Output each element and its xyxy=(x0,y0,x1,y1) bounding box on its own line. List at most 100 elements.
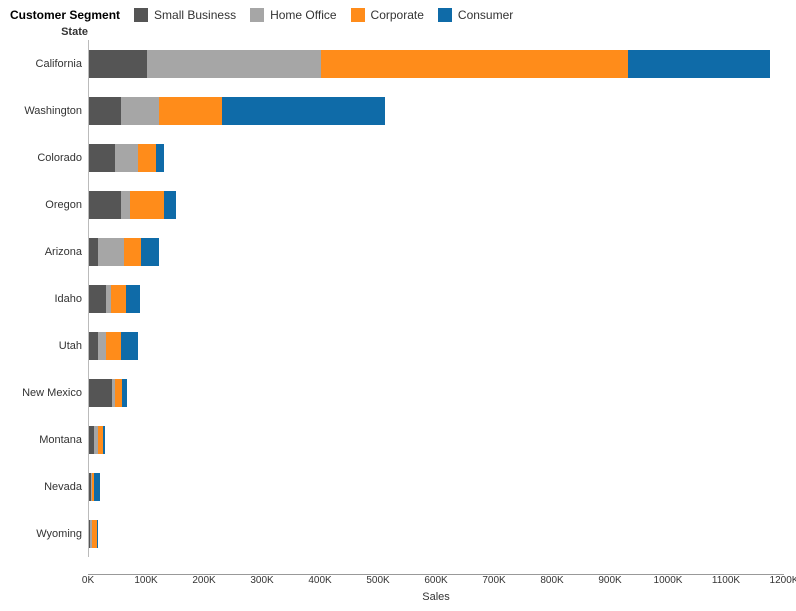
chart-row: New Mexico xyxy=(8,369,788,416)
bar-segment-corporate xyxy=(138,144,155,172)
legend-swatch xyxy=(134,8,148,22)
stacked-bar xyxy=(89,520,98,548)
bar-segment-consumer xyxy=(122,379,127,407)
legend-item-home_office: Home Office xyxy=(250,8,336,22)
bar-segment-small_business xyxy=(89,379,112,407)
legend: Customer Segment Small Business Home Offi… xyxy=(10,8,788,22)
x-tick: 100K xyxy=(134,575,157,586)
x-tick: 400K xyxy=(308,575,331,586)
bar-segment-consumer xyxy=(222,97,384,125)
row-label: Utah xyxy=(8,340,88,352)
row-label: California xyxy=(8,58,88,70)
row-label: Nevada xyxy=(8,481,88,493)
row-label: Wyoming xyxy=(8,528,88,540)
bar-segment-small_business xyxy=(89,238,98,266)
row-track xyxy=(88,134,788,181)
stacked-bar xyxy=(89,191,176,219)
bar-segment-consumer xyxy=(164,191,176,219)
x-tick: 1100K xyxy=(712,575,740,586)
legend-label: Small Business xyxy=(154,8,236,22)
bar-segment-small_business xyxy=(89,285,106,313)
legend-item-corporate: Corporate xyxy=(351,8,424,22)
bar-segment-small_business xyxy=(89,332,98,360)
bar-segment-consumer xyxy=(94,473,100,501)
bar-segment-home_office xyxy=(98,332,107,360)
stacked-bar xyxy=(89,97,385,125)
bar-segment-home_office xyxy=(115,144,138,172)
bar-segment-corporate xyxy=(115,379,122,407)
bar-segment-consumer xyxy=(126,285,141,313)
x-tick: 600K xyxy=(424,575,447,586)
x-tick: 500K xyxy=(366,575,389,586)
x-tick: 200K xyxy=(192,575,215,586)
legend-swatch xyxy=(250,8,264,22)
chart-row: California xyxy=(8,40,788,87)
row-track xyxy=(88,228,788,275)
bar-segment-consumer xyxy=(628,50,770,78)
legend-label: Consumer xyxy=(458,8,513,22)
row-label: New Mexico xyxy=(8,387,88,399)
row-track xyxy=(88,87,788,134)
row-track xyxy=(88,40,788,87)
row-track xyxy=(88,463,788,510)
row-label: Montana xyxy=(8,434,88,446)
bar-segment-small_business xyxy=(89,144,115,172)
chart-row: Nevada xyxy=(8,463,788,510)
bar-segment-consumer xyxy=(97,520,98,548)
x-axis-title: Sales xyxy=(88,591,784,603)
x-tick: 0K xyxy=(82,575,94,586)
bar-segment-home_office xyxy=(121,97,159,125)
x-tick: 800K xyxy=(540,575,563,586)
x-tick: 700K xyxy=(482,575,505,586)
bar-segment-small_business xyxy=(89,97,121,125)
x-tick: 900K xyxy=(598,575,621,586)
legend-label: Home Office xyxy=(270,8,336,22)
x-tick: 300K xyxy=(250,575,273,586)
x-axis-line xyxy=(88,557,784,575)
bar-segment-consumer xyxy=(121,332,138,360)
y-axis-title: State xyxy=(8,26,88,38)
stacked-bar xyxy=(89,379,127,407)
stacked-bar xyxy=(89,50,770,78)
row-label: Washington xyxy=(8,105,88,117)
chart-row: Utah xyxy=(8,322,788,369)
bar-segment-home_office xyxy=(98,238,124,266)
bar-segment-corporate xyxy=(159,97,223,125)
chart-plot: California Washington Colorado Oregon Arizon… xyxy=(8,40,788,557)
stacked-bar xyxy=(89,238,159,266)
x-axis-ticks: 0K100K200K300K400K500K600K700K800K900K10… xyxy=(88,575,784,591)
bar-segment-corporate xyxy=(130,191,165,219)
bar-segment-home_office xyxy=(147,50,321,78)
row-track xyxy=(88,416,788,463)
chart-row: Wyoming xyxy=(8,510,788,557)
stacked-bar xyxy=(89,144,164,172)
bar-segment-home_office xyxy=(121,191,130,219)
row-track xyxy=(88,369,788,416)
chart-row: Washington xyxy=(8,87,788,134)
bar-segment-consumer xyxy=(103,426,105,454)
chart-row: Colorado xyxy=(8,134,788,181)
row-track xyxy=(88,322,788,369)
chart-row: Idaho xyxy=(8,275,788,322)
row-label: Oregon xyxy=(8,199,88,211)
x-tick: 1000K xyxy=(654,575,683,586)
stacked-bar xyxy=(89,426,105,454)
stacked-bar xyxy=(89,473,100,501)
row-label: Colorado xyxy=(8,152,88,164)
row-label: Arizona xyxy=(8,246,88,258)
legend-title: Customer Segment xyxy=(10,8,120,22)
legend-label: Corporate xyxy=(371,8,424,22)
chart-row: Arizona xyxy=(8,228,788,275)
bar-segment-small_business xyxy=(89,50,147,78)
stacked-bar xyxy=(89,332,138,360)
chart-row: Montana xyxy=(8,416,788,463)
bar-segment-consumer xyxy=(156,144,165,172)
stacked-bar xyxy=(89,285,140,313)
bar-segment-corporate xyxy=(106,332,121,360)
bar-segment-corporate xyxy=(111,285,126,313)
row-track xyxy=(88,510,788,557)
legend-item-small_business: Small Business xyxy=(134,8,236,22)
x-tick: 1200K xyxy=(770,575,796,586)
row-track xyxy=(88,181,788,228)
bar-segment-corporate xyxy=(321,50,628,78)
